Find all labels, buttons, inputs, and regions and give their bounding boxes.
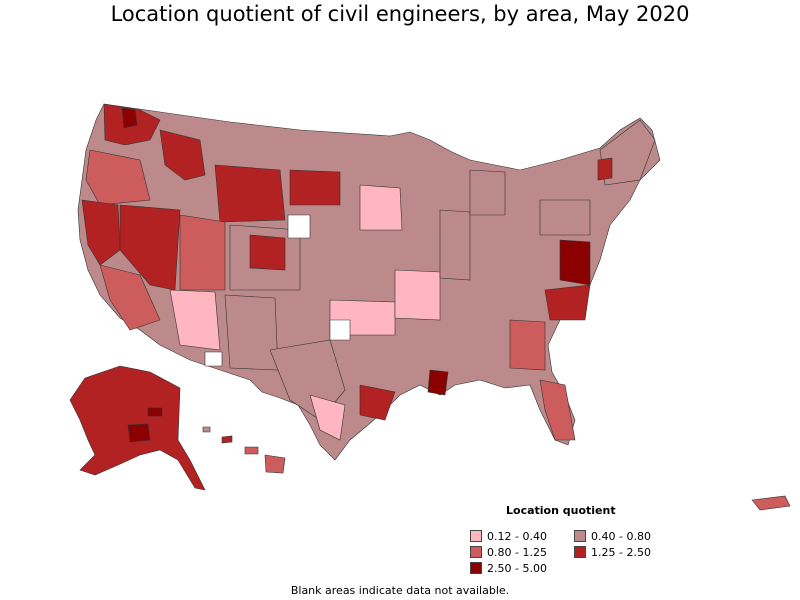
legend-swatch [470, 562, 482, 574]
region-illinois [439, 209, 471, 281]
region-north-dakota [289, 169, 341, 206]
region-hawaii-oahu [221, 435, 233, 444]
region-louisiana [427, 369, 449, 396]
blank-area-oklahoma [329, 319, 351, 341]
legend-swatch [574, 530, 586, 542]
region-new-mexico [224, 294, 279, 371]
region-wyoming [214, 164, 286, 223]
region-puerto-rico [751, 495, 791, 511]
blank-area-wyoming [287, 214, 311, 239]
contiguous-us [77, 103, 661, 461]
region-vermont [597, 157, 613, 181]
region-michigan [469, 169, 506, 216]
region-missouri [394, 269, 441, 321]
region-pennsylvania [539, 199, 591, 236]
region-arizona [169, 289, 221, 351]
legend-label: 1.25 - 2.50 [591, 545, 651, 559]
legend-item: 2.50 - 5.00 [470, 561, 574, 575]
region-idaho [159, 129, 206, 181]
region-minnesota [359, 184, 403, 231]
puerto-rico [751, 495, 791, 511]
legend-grid: 0.12 - 0.40 0.40 - 0.80 0.80 - 1.25 1.25… [470, 529, 690, 575]
legend-title: Location quotient [506, 504, 616, 517]
footnote: Blank areas indicate data not available. [290, 584, 510, 597]
legend-item: 0.40 - 0.80 [574, 529, 678, 543]
region-california-south [99, 264, 161, 331]
region-oregon [85, 149, 151, 206]
legend-label: 0.12 - 0.40 [487, 529, 547, 543]
map-legend: Location quotient 0.12 - 0.40 0.40 - 0.8… [470, 504, 690, 575]
legend-swatch [574, 546, 586, 558]
legend-item: 0.12 - 0.40 [470, 529, 574, 543]
alaska [69, 365, 206, 491]
region-nevada [119, 204, 181, 291]
region-georgia [509, 319, 546, 371]
region-virginia [559, 239, 591, 286]
legend-label: 2.50 - 5.00 [487, 561, 547, 575]
region-hawaii-kauai [202, 426, 211, 433]
region-texas-south [309, 394, 346, 441]
legend-swatch [470, 530, 482, 542]
map-title: Location quotient of civil engineers, by… [110, 2, 690, 26]
region-carolinas [544, 284, 591, 321]
hawaii [202, 426, 286, 474]
region-hawaii-maui [244, 446, 259, 455]
blank-area-arizona [204, 351, 223, 367]
region-texas-houston [359, 384, 396, 421]
legend-label: 0.80 - 1.25 [487, 545, 547, 559]
legend-item: 0.80 - 1.25 [470, 545, 574, 559]
region-utah [179, 214, 226, 291]
legend-swatch [470, 546, 482, 558]
region-california-north [81, 199, 121, 266]
legend-item: 1.25 - 2.50 [574, 545, 678, 559]
region-hawaii-big-island [264, 454, 286, 474]
legend-label: 0.40 - 0.80 [591, 529, 651, 543]
region-alaska-anchorage [127, 423, 151, 443]
region-seattle [121, 107, 138, 129]
region-florida [539, 379, 576, 441]
region-alaska-fairbanks [147, 407, 163, 417]
region-denver [249, 234, 286, 271]
